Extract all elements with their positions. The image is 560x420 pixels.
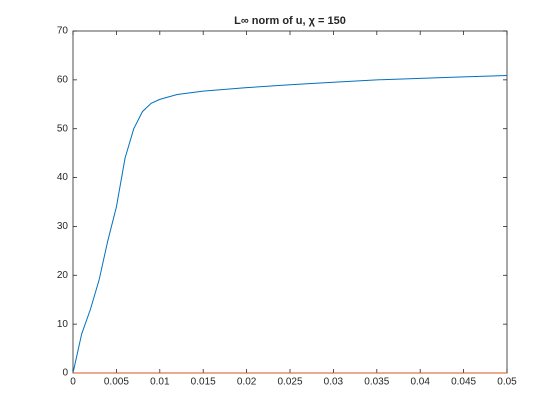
x-tick-label: 0 [70, 377, 76, 388]
x-tick-label: 0.02 [237, 377, 257, 388]
y-tick-label: 20 [57, 270, 69, 281]
y-tick-label: 40 [57, 172, 69, 183]
y-tick-label: 70 [57, 26, 69, 37]
x-tick-label: 0.015 [191, 377, 216, 388]
y-tick-label: 60 [57, 74, 69, 85]
x-tick-label: 0.03 [324, 377, 344, 388]
y-tick-label: 50 [57, 123, 69, 134]
x-tick-label: 0.05 [497, 377, 517, 388]
chart-title: L∞ norm of u, χ = 150 [234, 15, 346, 27]
x-tick-label: 0.025 [277, 377, 302, 388]
x-tick-label: 0.045 [451, 377, 476, 388]
y-tick-label: 10 [57, 319, 69, 330]
x-tick-label: 0.035 [364, 377, 389, 388]
data-line [72, 74, 508, 374]
y-tick-label: 30 [57, 221, 69, 232]
x-tick-label: 0.04 [410, 377, 430, 388]
x-tick-label: 0.01 [150, 377, 170, 388]
y-tick-label: 0 [62, 368, 68, 379]
x-tick-label: 0.005 [104, 377, 129, 388]
